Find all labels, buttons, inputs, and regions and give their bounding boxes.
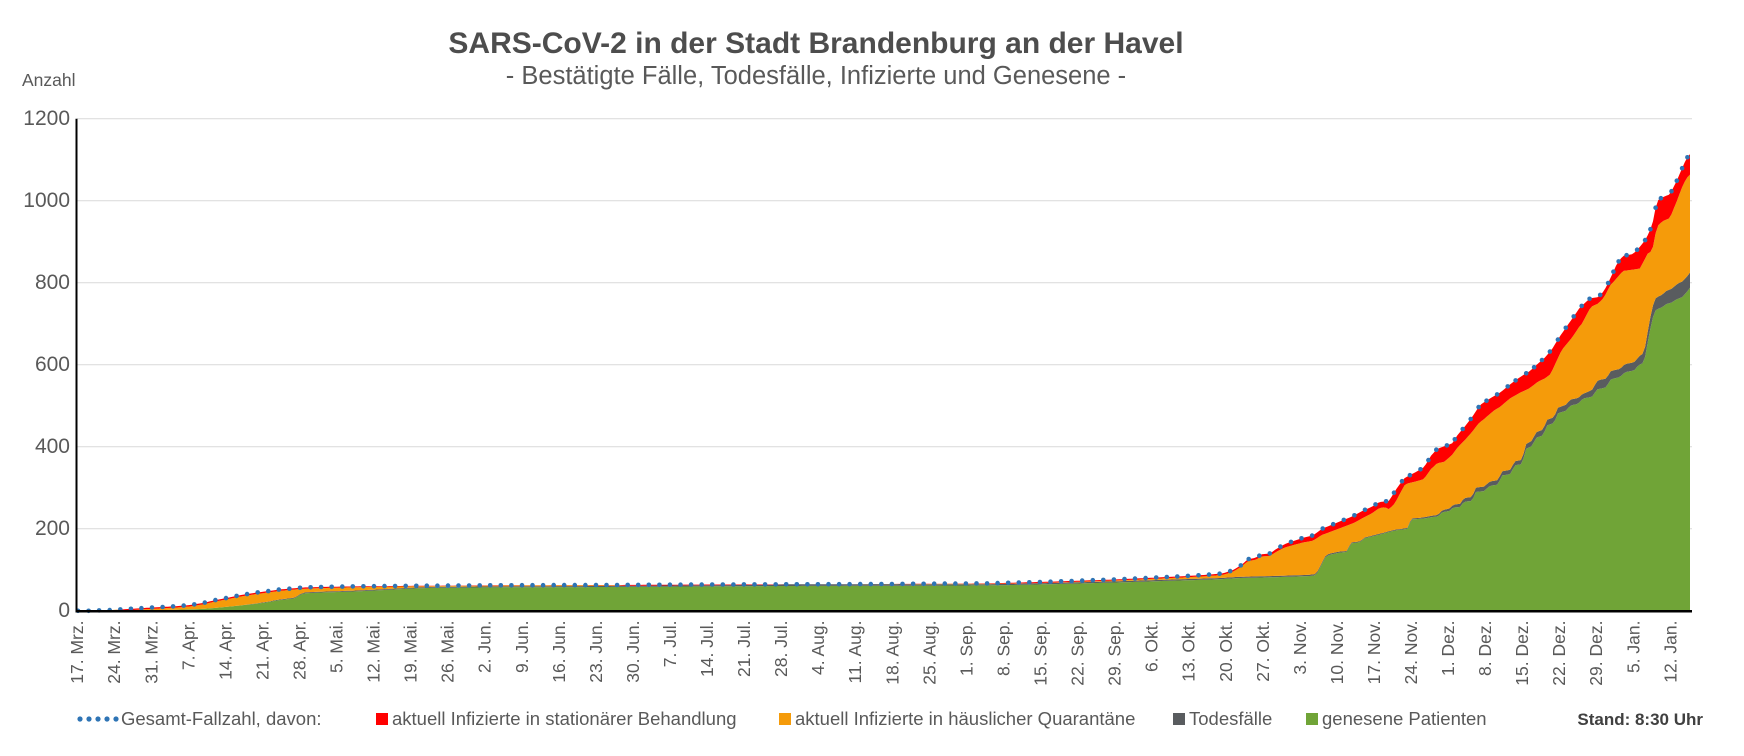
svg-text:1. Dez.: 1. Dez. <box>1438 621 1458 676</box>
svg-text:7. Jul.: 7. Jul. <box>660 621 680 668</box>
svg-text:21. Jul.: 21. Jul. <box>734 621 754 677</box>
svg-text:400: 400 <box>35 435 70 458</box>
svg-text:26. Mai.: 26. Mai. <box>438 621 458 683</box>
svg-text:14. Jul.: 14. Jul. <box>697 621 717 677</box>
svg-text:8. Sep.: 8. Sep. <box>993 621 1013 676</box>
svg-text:11. Aug.: 11. Aug. <box>845 621 865 684</box>
svg-text:20. Okt.: 20. Okt. <box>1216 621 1236 682</box>
svg-text:Gesamt-Fallzahl, davon:: Gesamt-Fallzahl, davon: <box>121 708 322 729</box>
svg-text:8. Dez.: 8. Dez. <box>1475 621 1495 676</box>
svg-text:31. Mrz.: 31. Mrz. <box>141 621 161 684</box>
svg-text:aktuell Infizierte in häuslich: aktuell Infizierte in häuslicher Quarant… <box>795 708 1135 729</box>
svg-text:18. Aug.: 18. Aug. <box>882 621 902 685</box>
svg-text:800: 800 <box>35 271 70 294</box>
svg-text:Stand: 8:30 Uhr: Stand: 8:30 Uhr <box>1577 710 1703 729</box>
svg-text:12. Jan.: 12. Jan. <box>1660 621 1680 683</box>
svg-text:- Bestätigte Fälle, Todesfälle: - Bestätigte Fälle, Todesfälle, Infizier… <box>506 62 1126 90</box>
svg-text:2. Jun.: 2. Jun. <box>475 621 495 674</box>
svg-text:5. Mai.: 5. Mai. <box>327 621 347 674</box>
svg-text:22. Sep.: 22. Sep. <box>1068 621 1088 686</box>
svg-text:10. Nov.: 10. Nov. <box>1327 621 1347 685</box>
svg-text:25. Aug.: 25. Aug. <box>919 621 939 685</box>
svg-text:28. Jul.: 28. Jul. <box>771 621 791 677</box>
svg-text:6. Okt.: 6. Okt. <box>1142 621 1162 673</box>
svg-text:23. Jun.: 23. Jun. <box>586 621 606 683</box>
svg-text:9. Jun.: 9. Jun. <box>512 621 532 674</box>
svg-text:16. Jun.: 16. Jun. <box>549 621 569 683</box>
svg-text:15. Dez.: 15. Dez. <box>1512 621 1532 686</box>
svg-text:genesene Patienten: genesene Patienten <box>1322 708 1487 729</box>
svg-text:5. Jan.: 5. Jan. <box>1623 621 1643 674</box>
svg-text:30. Jun.: 30. Jun. <box>623 621 643 683</box>
svg-text:21. Apr.: 21. Apr. <box>252 621 272 680</box>
svg-text:28. Apr.: 28. Apr. <box>290 621 310 680</box>
svg-text:SARS-CoV-2 in der Stadt Brande: SARS-CoV-2 in der Stadt Brandenburg an d… <box>448 27 1183 60</box>
svg-text:12. Mai.: 12. Mai. <box>364 621 384 683</box>
svg-text:24. Mrz.: 24. Mrz. <box>104 621 124 684</box>
svg-text:14. Apr.: 14. Apr. <box>215 621 235 680</box>
svg-text:3. Nov.: 3. Nov. <box>1290 621 1310 675</box>
svg-text:1200: 1200 <box>23 107 70 130</box>
svg-text:24. Nov.: 24. Nov. <box>1401 621 1421 685</box>
svg-text:17. Nov.: 17. Nov. <box>1364 621 1384 685</box>
svg-text:Todesfälle: Todesfälle <box>1189 708 1272 729</box>
svg-text:27. Okt.: 27. Okt. <box>1253 621 1273 682</box>
svg-text:4. Aug.: 4. Aug. <box>808 621 828 676</box>
svg-text:22. Dez.: 22. Dez. <box>1549 621 1569 686</box>
svg-text:7. Apr.: 7. Apr. <box>178 621 198 671</box>
svg-text:29. Dez.: 29. Dez. <box>1586 621 1606 686</box>
svg-text:1. Sep.: 1. Sep. <box>956 621 976 676</box>
svg-text:15. Sep.: 15. Sep. <box>1031 621 1051 686</box>
svg-text:Anzahl: Anzahl <box>22 70 76 90</box>
svg-text:0: 0 <box>58 599 70 622</box>
svg-text:1000: 1000 <box>23 189 70 212</box>
svg-text:200: 200 <box>35 517 70 540</box>
svg-text:19. Mai.: 19. Mai. <box>401 621 421 683</box>
svg-text:600: 600 <box>35 353 70 376</box>
svg-text:17. Mrz.: 17. Mrz. <box>67 621 87 684</box>
svg-text:aktuell Infizierte in stationä: aktuell Infizierte in stationärer Behand… <box>392 708 737 729</box>
svg-text:13. Okt.: 13. Okt. <box>1179 621 1199 682</box>
svg-text:29. Sep.: 29. Sep. <box>1105 621 1125 686</box>
